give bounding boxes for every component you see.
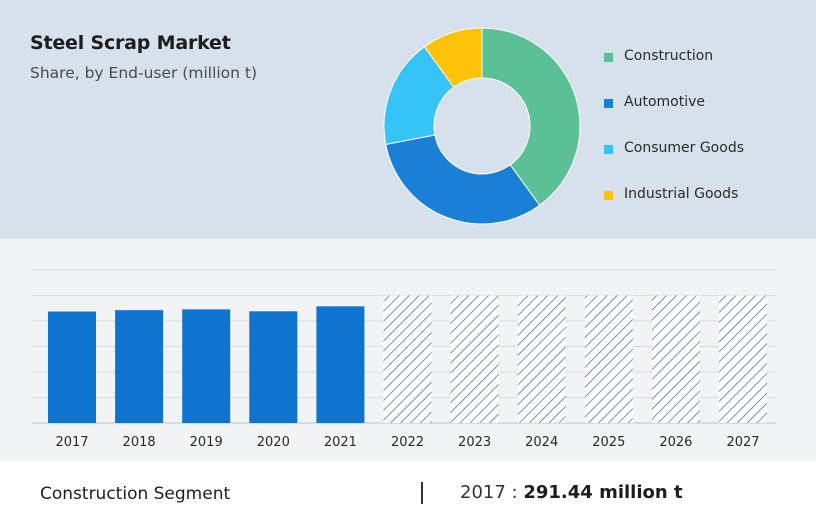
forecast-bar-2026 [651, 295, 700, 423]
legend-label: Industrial Goods [624, 186, 739, 202]
x-tick-label: 2020 [257, 435, 290, 450]
segment-year: 2017 : [460, 482, 518, 503]
bar-chart: 2017 2018 2019 2020 2021 2022 2023 2024 2025 2026… [32, 269, 776, 450]
segment-label: Construction Segment [40, 484, 231, 504]
x-tick-label: 2026 [659, 435, 692, 450]
bar-2018 [115, 310, 164, 423]
forecast-bar-2024 [517, 295, 566, 423]
chart-title: Steel Scrap Market [30, 32, 231, 54]
x-tick-label: 2025 [592, 435, 625, 450]
legend-item: Automotive [604, 94, 744, 140]
x-tick-label: 2027 [726, 435, 759, 450]
segment-value: 2017 : 291.44 million t [460, 482, 683, 503]
legend-swatch [604, 145, 613, 154]
legend-label: Automotive [624, 94, 705, 110]
donut-legend: Construction Automotive Consumer Goods Indu… [604, 48, 744, 232]
forecast-bar-2027 [719, 295, 767, 423]
chart-subtitle: Share, by End-user (million t) [30, 64, 258, 82]
forecast-bar-2022 [383, 295, 432, 423]
legend-swatch [604, 99, 613, 108]
legend-swatch [604, 191, 613, 200]
donut-slice-automotive [385, 134, 541, 225]
legend-item: Industrial Goods [604, 186, 744, 232]
x-tick-label: 2019 [190, 435, 223, 450]
bar-2021 [316, 306, 365, 423]
bar-2019 [182, 309, 231, 423]
forecast-bar-2025 [584, 295, 633, 423]
bar-2020 [249, 311, 298, 423]
x-tick-label: 2018 [123, 435, 156, 450]
donut-slice-industrial-goods [423, 27, 483, 88]
legend-item: Construction [604, 48, 744, 94]
x-tick-label: 2022 [391, 435, 424, 450]
footer-divider [421, 482, 423, 504]
x-tick-label: 2024 [525, 435, 558, 450]
legend-swatch [604, 53, 613, 62]
header-panel: Steel Scrap Market Share, by End-user (m… [0, 0, 816, 239]
legend-label: Construction [624, 48, 714, 64]
forecast-bar-2023 [450, 295, 499, 423]
bar-2017 [48, 311, 96, 423]
donut-slice-construction [481, 27, 581, 206]
legend-label: Consumer Goods [624, 140, 744, 156]
donut-chart [383, 27, 581, 225]
x-tick-label: 2021 [324, 435, 357, 450]
x-tick-label: 2017 [55, 435, 88, 450]
x-tick-label: 2023 [458, 435, 491, 450]
legend-item: Consumer Goods [604, 140, 744, 186]
segment-amount: 291.44 million t [523, 482, 683, 503]
